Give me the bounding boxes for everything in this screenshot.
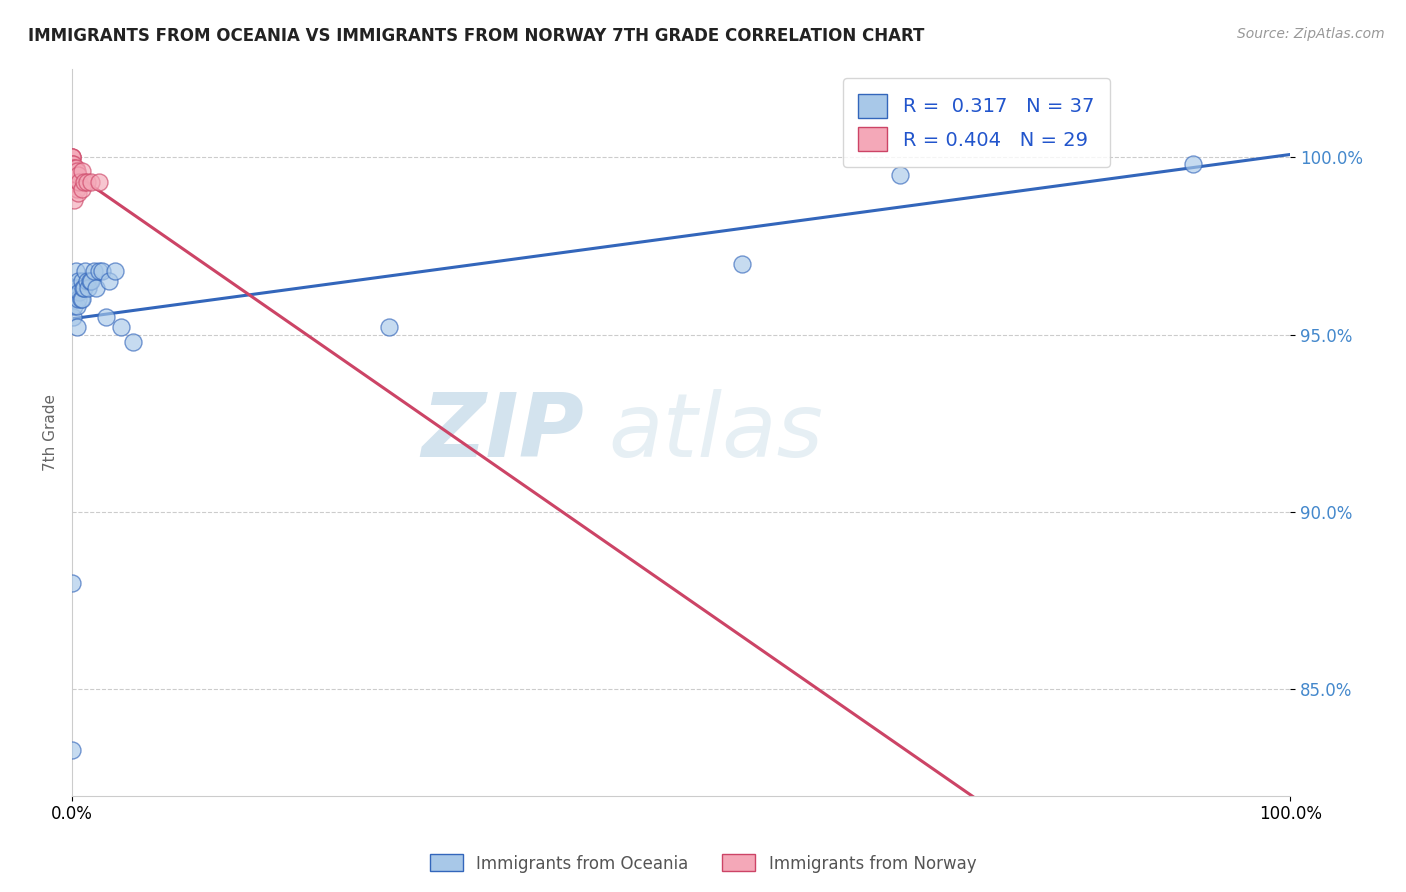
Text: IMMIGRANTS FROM OCEANIA VS IMMIGRANTS FROM NORWAY 7TH GRADE CORRELATION CHART: IMMIGRANTS FROM OCEANIA VS IMMIGRANTS FR… (28, 27, 925, 45)
Point (67, 274, 90, 288)
Point (66, 164, 89, 178)
Point (62, 157, 84, 171)
Point (66, 299, 89, 313)
Point (377, 320, 399, 334)
Point (73, 281, 96, 295)
Point (60, 168, 83, 182)
Point (60, 150, 83, 164)
Point (62, 164, 84, 178)
Point (65, 281, 87, 295)
Point (70, 164, 93, 178)
Point (63, 175, 86, 189)
Point (70, 292, 93, 306)
Point (1181, 157, 1204, 171)
Point (60, 164, 83, 178)
Point (79, 274, 101, 288)
Point (70, 182, 93, 196)
Point (76, 281, 98, 295)
Legend: Immigrants from Oceania, Immigrants from Norway: Immigrants from Oceania, Immigrants from… (423, 847, 983, 880)
Point (67, 292, 90, 306)
Point (67, 175, 90, 189)
Point (122, 334, 145, 349)
Point (63, 193, 86, 207)
Point (60, 150, 83, 164)
Point (60, 575, 83, 590)
Point (97, 274, 120, 288)
Point (67, 186, 90, 200)
Point (60, 157, 83, 171)
Point (63, 161, 86, 175)
Point (60, 281, 83, 295)
Text: ZIP: ZIP (420, 389, 583, 475)
Point (76, 175, 98, 189)
Point (62, 292, 84, 306)
Text: Source: ZipAtlas.com: Source: ZipAtlas.com (1237, 27, 1385, 41)
Point (63, 285, 86, 299)
Point (889, 168, 911, 182)
Y-axis label: 7th Grade: 7th Grade (44, 393, 58, 471)
Point (66, 320, 89, 334)
Legend: R =  0.317   N = 37, R = 0.404   N = 29: R = 0.317 N = 37, R = 0.404 N = 29 (842, 78, 1109, 167)
Point (60, 742, 83, 756)
Point (69, 292, 91, 306)
Point (75, 264, 97, 278)
Point (76, 274, 98, 288)
Point (72, 281, 94, 295)
Point (86, 281, 108, 295)
Point (104, 264, 127, 278)
Point (67, 285, 90, 299)
Point (94, 310, 117, 324)
Point (60, 175, 83, 189)
Point (62, 171, 84, 186)
Text: atlas: atlas (607, 389, 823, 475)
Point (65, 264, 87, 278)
Point (66, 182, 89, 196)
Point (60, 164, 83, 178)
Point (87, 175, 110, 189)
Point (65, 161, 87, 175)
Point (80, 274, 103, 288)
Point (65, 175, 87, 189)
Point (63, 299, 86, 313)
Point (60, 161, 83, 175)
Point (91, 264, 114, 278)
Point (80, 175, 103, 189)
Point (62, 310, 84, 324)
Point (67, 168, 90, 182)
Point (87, 264, 110, 278)
Point (60, 150, 83, 164)
Point (70, 274, 93, 288)
Point (731, 257, 754, 271)
Point (83, 264, 105, 278)
Point (60, 161, 83, 175)
Point (73, 175, 96, 189)
Point (110, 320, 132, 334)
